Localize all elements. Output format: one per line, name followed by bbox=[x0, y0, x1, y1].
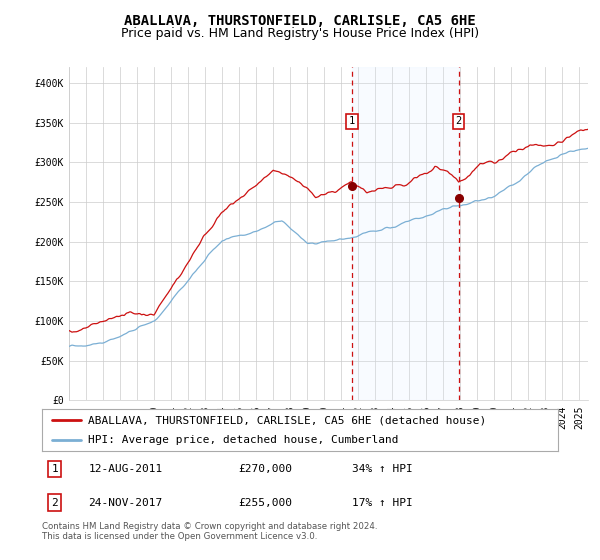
Text: £270,000: £270,000 bbox=[238, 464, 292, 474]
Text: ABALLAVA, THURSTONFIELD, CARLISLE, CA5 6HE (detached house): ABALLAVA, THURSTONFIELD, CARLISLE, CA5 6… bbox=[88, 415, 487, 425]
Text: 17% ↑ HPI: 17% ↑ HPI bbox=[352, 497, 412, 507]
Text: This data is licensed under the Open Government Licence v3.0.: This data is licensed under the Open Gov… bbox=[42, 532, 317, 541]
Text: £255,000: £255,000 bbox=[238, 497, 292, 507]
Text: 1: 1 bbox=[349, 116, 355, 126]
Text: 34% ↑ HPI: 34% ↑ HPI bbox=[352, 464, 412, 474]
Text: HPI: Average price, detached house, Cumberland: HPI: Average price, detached house, Cumb… bbox=[88, 435, 399, 445]
Text: 1: 1 bbox=[52, 464, 58, 474]
Text: 2: 2 bbox=[52, 497, 58, 507]
Text: Price paid vs. HM Land Registry's House Price Index (HPI): Price paid vs. HM Land Registry's House … bbox=[121, 27, 479, 40]
Text: Contains HM Land Registry data © Crown copyright and database right 2024.: Contains HM Land Registry data © Crown c… bbox=[42, 522, 377, 531]
Bar bbox=[352, 67, 458, 400]
Text: ABALLAVA, THURSTONFIELD, CARLISLE, CA5 6HE: ABALLAVA, THURSTONFIELD, CARLISLE, CA5 6… bbox=[124, 14, 476, 28]
Text: 24-NOV-2017: 24-NOV-2017 bbox=[88, 497, 163, 507]
Text: 12-AUG-2011: 12-AUG-2011 bbox=[88, 464, 163, 474]
Text: 2: 2 bbox=[455, 116, 462, 126]
